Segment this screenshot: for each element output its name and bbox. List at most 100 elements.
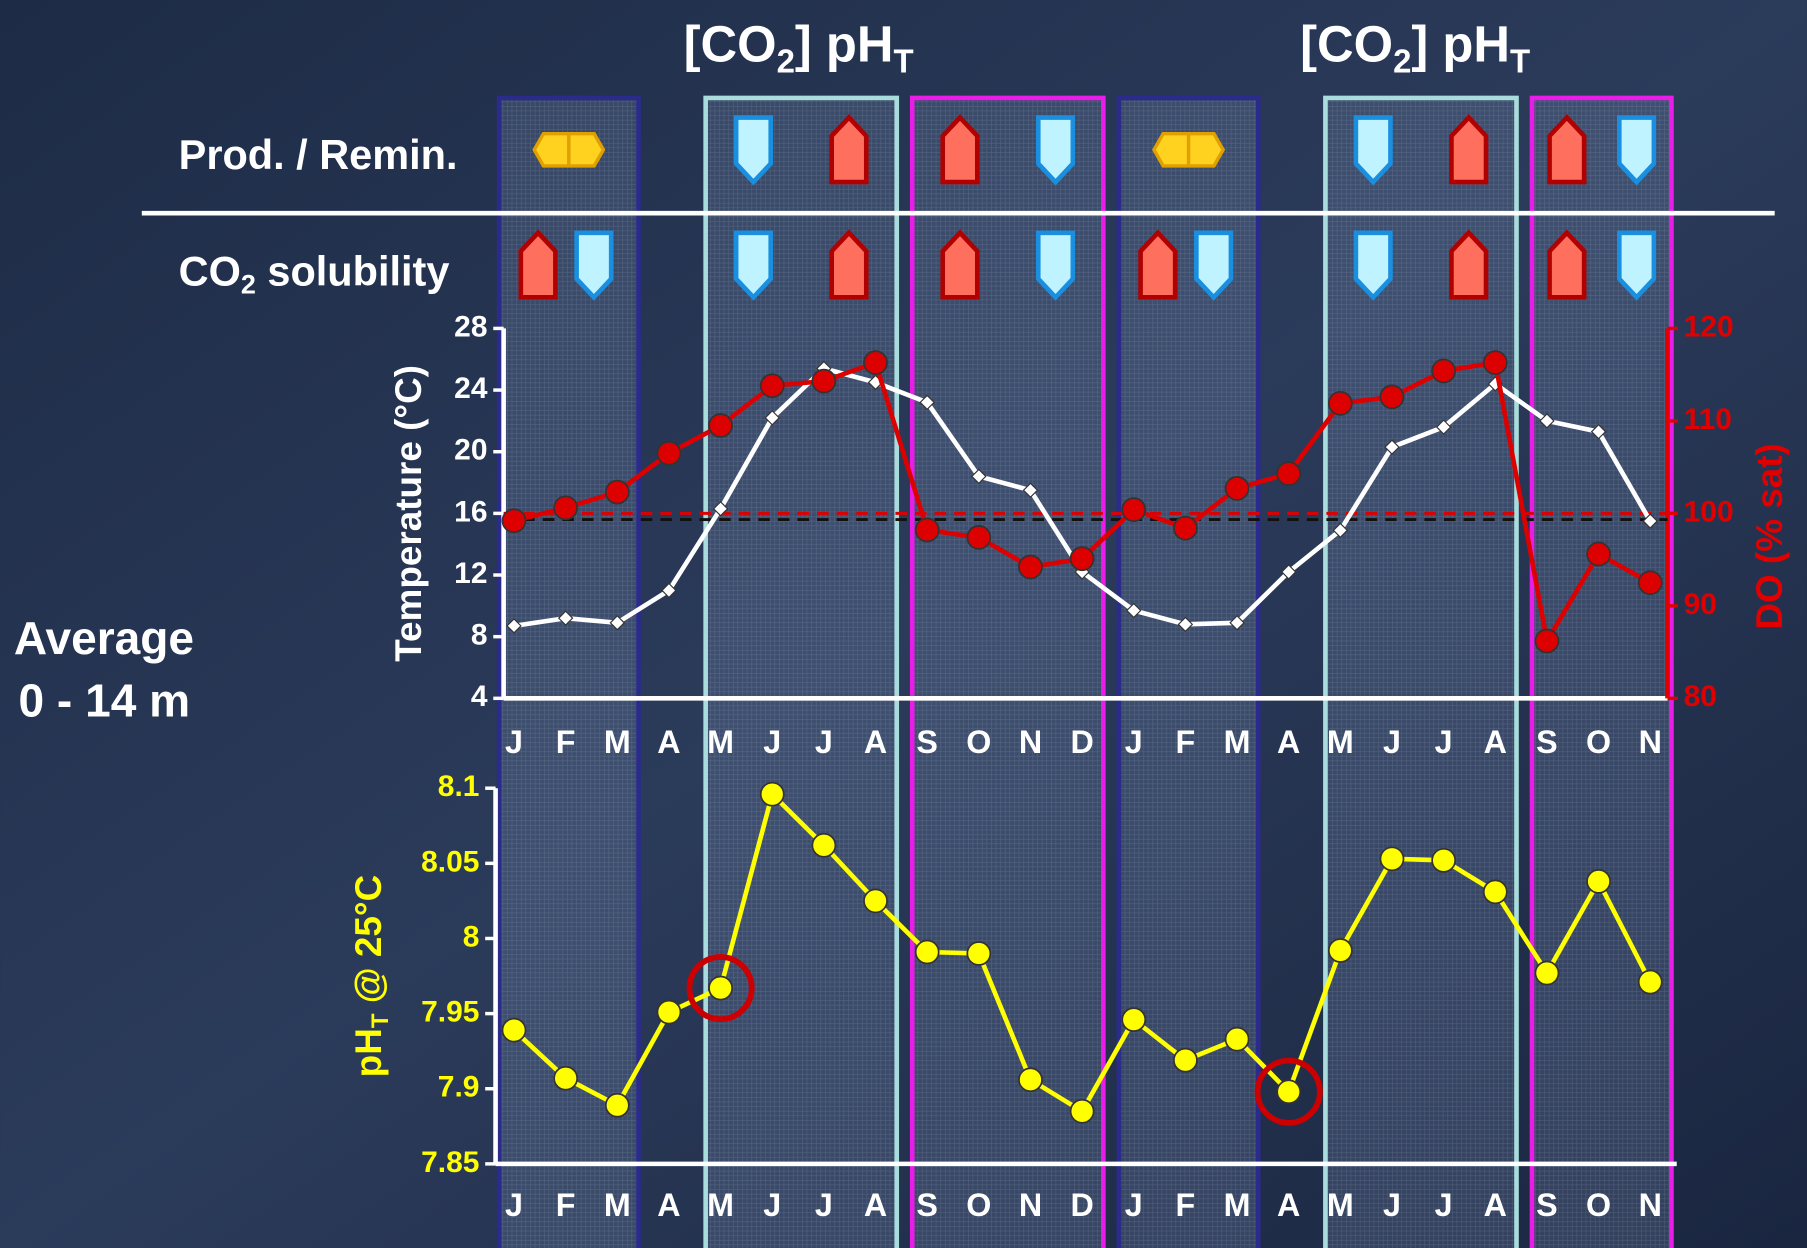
x-tick-label: A <box>1484 724 1507 760</box>
x-tick-label: N <box>1019 724 1042 760</box>
y-tick-label: 28 <box>454 310 487 343</box>
y-tick-label: 7.85 <box>421 1146 479 1179</box>
y-tick-label: 8 <box>471 619 488 652</box>
text-part: [CO <box>684 16 777 73</box>
x-tick-label: M <box>707 724 734 760</box>
x-tick-label: N <box>1019 1187 1042 1223</box>
x-tick-label: J <box>505 724 523 760</box>
icon-up <box>1141 233 1176 298</box>
y-tick-label: 8.1 <box>438 770 480 803</box>
data-point <box>502 509 525 532</box>
x-tick-label: A <box>864 724 887 760</box>
data-point <box>1174 517 1197 540</box>
x-tick-label: J <box>1125 1187 1143 1223</box>
text-part: T <box>368 1013 395 1028</box>
x-tick-label: S <box>916 1187 938 1223</box>
text-part: T <box>1510 42 1530 79</box>
x-tick-label: J <box>763 724 781 760</box>
x-tick-label: F <box>556 724 576 760</box>
x-tick-label: J <box>1435 1187 1453 1223</box>
icon-up <box>943 118 978 183</box>
icon-up <box>1550 118 1585 183</box>
x-tick-label: A <box>1484 1187 1507 1223</box>
icon-neutral <box>1154 134 1223 166</box>
data-point <box>1019 555 1042 578</box>
y2-axis-label: DO (% sat) <box>1749 443 1790 629</box>
data-point <box>606 481 629 504</box>
y2-tick-label: 100 <box>1684 495 1734 528</box>
y-tick-label: 8 <box>463 920 480 953</box>
data-point <box>1174 1049 1197 1072</box>
data-point <box>1277 1080 1300 1103</box>
data-point <box>1380 847 1403 870</box>
column-title: [CO2] pHT <box>1300 16 1530 80</box>
data-point <box>1071 547 1094 570</box>
icon-down <box>1356 233 1391 298</box>
x-tick-label: M <box>1327 1187 1354 1223</box>
x-tick-label: F <box>1176 724 1196 760</box>
x-tick-label: M <box>604 1187 631 1223</box>
row-label: CO2 solubility <box>179 247 450 300</box>
data-point <box>967 942 990 965</box>
data-point <box>1226 477 1249 500</box>
x-tick-label: D <box>1070 724 1093 760</box>
data-point <box>502 1019 525 1042</box>
data-point <box>812 370 835 393</box>
depth-label: 0 - 14 m <box>18 674 190 726</box>
icon-neutral <box>534 134 603 166</box>
row-label: Prod. / Remin. <box>179 131 458 178</box>
text-part: T <box>893 42 913 79</box>
data-point <box>1122 1008 1145 1031</box>
icon-down <box>736 118 771 183</box>
y-tick-label: 12 <box>454 557 487 590</box>
icon-up <box>832 118 867 183</box>
data-point <box>709 977 732 1000</box>
data-point <box>1432 849 1455 872</box>
x-tick-label: M <box>1327 724 1354 760</box>
y-tick-label: 8.05 <box>421 845 479 878</box>
text-part: 2 <box>777 42 795 79</box>
x-tick-label: J <box>1125 724 1143 760</box>
y-tick-label: 20 <box>454 434 487 467</box>
data-point <box>916 518 939 541</box>
data-point <box>1432 359 1455 382</box>
data-point <box>1639 571 1662 594</box>
data-point <box>864 351 887 374</box>
x-tick-label: O <box>966 1187 991 1223</box>
x-tick-label: A <box>1277 1187 1300 1223</box>
icon-up <box>521 233 556 298</box>
text-part: CO <box>179 247 241 294</box>
x-tick-label: M <box>604 724 631 760</box>
x-tick-label: M <box>1224 724 1251 760</box>
icon-up <box>832 233 867 298</box>
column-title: [CO2] pHT <box>684 16 914 80</box>
data-point <box>1587 870 1610 893</box>
y2-tick-label: 110 <box>1684 403 1732 436</box>
text-part: ] pH <box>1411 16 1510 73</box>
x-tick-label: J <box>505 1187 523 1223</box>
x-tick-label: J <box>1383 1187 1401 1223</box>
x-tick-label: M <box>1224 1187 1251 1223</box>
y-tick-label: 4 <box>471 680 488 713</box>
icon-down <box>1356 118 1391 183</box>
depth-label: Average <box>14 612 194 664</box>
icon-down <box>1038 233 1073 298</box>
x-tick-label: J <box>815 1187 833 1223</box>
data-point <box>1019 1068 1042 1091</box>
text-part: [CO <box>1300 16 1393 73</box>
icon-down <box>1619 118 1654 183</box>
data-point <box>812 834 835 857</box>
data-point <box>1484 351 1507 374</box>
y-tick-label: 16 <box>454 495 487 528</box>
x-tick-label: A <box>864 1187 887 1223</box>
x-tick-label: O <box>966 724 991 760</box>
x-tick-label: J <box>1383 724 1401 760</box>
text-part: @ 25°C <box>348 875 389 1014</box>
data-point <box>554 1067 577 1090</box>
icon-up <box>1550 233 1585 298</box>
icon-up <box>943 233 978 298</box>
x-tick-label: O <box>1586 724 1611 760</box>
chart: Average 0 - 14 m Prod. / Remin. [CO2] pH… <box>0 0 1807 1248</box>
x-tick-label: M <box>707 1187 734 1223</box>
icon-down <box>1619 233 1654 298</box>
